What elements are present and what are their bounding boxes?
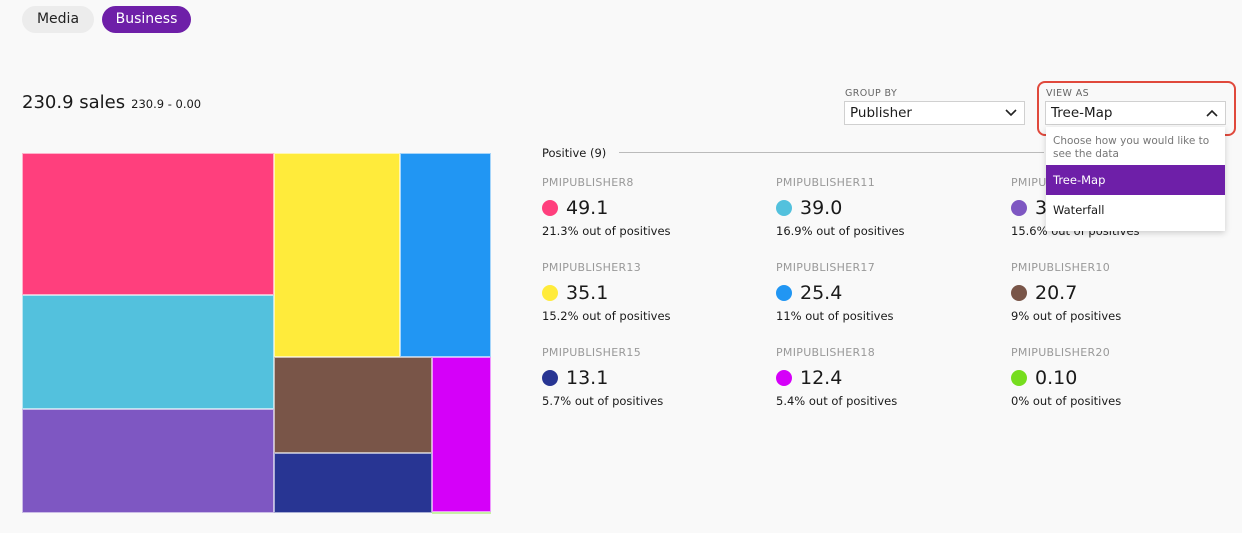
publisher-name: PMIPUBLISHER20: [1011, 346, 1111, 359]
section-divider: [619, 152, 1044, 153]
publisher-value-row: 3: [1011, 196, 1231, 220]
treemap-cell[interactable]: [432, 356, 491, 512]
publisher-item: PMIPUBLISHER10 20.7 9% out of positives: [1011, 261, 1231, 323]
publisher-item: PMIPUBLISHER20 0.10 0% out of positives: [1011, 346, 1231, 408]
sales-total: 230.9 sales: [22, 92, 126, 113]
publisher-value: 35.1: [566, 282, 609, 304]
publisher-value-row: 35.1: [542, 281, 762, 305]
color-dot: [1011, 370, 1027, 386]
publisher-value-row: 13.1: [542, 366, 762, 390]
publisher-share: 5.4% out of positives: [776, 394, 898, 408]
view-as-dropdown-menu: Choose how you would like to see the dat…: [1046, 127, 1225, 231]
option-tree-map[interactable]: Tree-Map: [1046, 165, 1225, 195]
color-dot: [542, 200, 558, 216]
publisher-value: 49.1: [566, 197, 609, 219]
treemap-chart: [22, 153, 491, 514]
group-by-value: Publisher: [850, 105, 912, 121]
option-waterfall[interactable]: Waterfall: [1053, 203, 1105, 217]
group-by-select[interactable]: Publisher: [844, 101, 1025, 125]
section-title: Positive (9): [542, 146, 607, 160]
publisher-share: 21.3% out of positives: [542, 224, 671, 238]
publisher-value: 39.0: [800, 197, 843, 219]
publisher-share: 9% out of positives: [1011, 309, 1122, 323]
publisher-share: 11% out of positives: [776, 309, 894, 323]
publisher-value: 0.10: [1035, 367, 1078, 389]
publisher-item: PMIPUBLISHER18 12.4 5.4% out of positives: [776, 346, 996, 408]
color-dot: [776, 370, 792, 386]
color-dot: [1011, 200, 1027, 216]
treemap-cell[interactable]: [22, 153, 275, 296]
color-dot: [776, 200, 792, 216]
chevron-down-icon: [1005, 109, 1017, 117]
publisher-value-row: 39.0: [776, 196, 996, 220]
publisher-value-row: 49.1: [542, 196, 762, 220]
color-dot: [1011, 285, 1027, 301]
treemap-cell[interactable]: [274, 452, 433, 513]
color-dot: [542, 370, 558, 386]
tab-business[interactable]: Business: [102, 6, 191, 33]
view-as-select[interactable]: Tree-Map: [1045, 101, 1226, 125]
group-by-label: GROUP BY: [845, 88, 898, 99]
treemap-cell[interactable]: [399, 153, 491, 357]
publisher-item: PMIPUBLISHER17 25.4 11% out of positives: [776, 261, 996, 323]
treemap-cell[interactable]: [22, 295, 275, 409]
publisher-name: PMIPUBLISHER15: [542, 346, 642, 359]
publisher-value-row: 12.4: [776, 366, 996, 390]
publisher-item: PMIPUBLISHER8 49.1 21.3% out of positives: [542, 176, 762, 238]
treemap-cell[interactable]: [22, 408, 275, 513]
publisher-value: 12.4: [800, 367, 843, 389]
publisher-share: 5.7% out of positives: [542, 394, 664, 408]
publisher-value-row: 25.4: [776, 281, 996, 305]
treemap-cell[interactable]: [274, 356, 433, 453]
publisher-value: 13.1: [566, 367, 609, 389]
view-as-value: Tree-Map: [1051, 105, 1113, 121]
publisher-name: PMIPUBLISHER18: [776, 346, 876, 359]
view-as-label: VIEW AS: [1046, 88, 1090, 99]
publisher-share: 15.2% out of positives: [542, 309, 671, 323]
publisher-item: PMIPUBLISHER13 35.1 15.2% out of positives: [542, 261, 762, 323]
publisher-name: PMIPUBLISHER11: [776, 176, 876, 189]
publisher-name: PMIPUBLISHER10: [1011, 261, 1111, 274]
publisher-name: PMIPUBLISHER17: [776, 261, 876, 274]
publisher-value: 20.7: [1035, 282, 1078, 304]
publisher-item: PMIPUBLISHER15 13.1 5.7% out of positives: [542, 346, 762, 408]
treemap-cell[interactable]: [274, 153, 400, 357]
publisher-name: PMIPUBLISHER8: [542, 176, 634, 189]
treemap-cell[interactable]: [432, 511, 491, 514]
publisher-share: 0% out of positives: [1011, 394, 1122, 408]
publisher-value: 25.4: [800, 282, 843, 304]
publisher-name: PMIPUBLISHER13: [542, 261, 642, 274]
color-dot: [776, 285, 792, 301]
chevron-up-icon: [1206, 109, 1218, 117]
color-dot: [542, 285, 558, 301]
publisher-share: 16.9% out of positives: [776, 224, 905, 238]
publisher-value-row: 20.7: [1011, 281, 1231, 305]
tab-media[interactable]: Media: [22, 6, 94, 33]
publisher-item: PMIPUBLISHER11 39.0 16.9% out of positives: [776, 176, 996, 238]
publisher-value: 3: [1035, 197, 1048, 219]
sales-range: 230.9 - 0.00: [131, 97, 202, 111]
sales-summary: 230.9 sales 230.9 - 0.00: [22, 92, 201, 113]
publisher-value-row: 0.10: [1011, 366, 1231, 390]
dropdown-hint: Choose how you would like to see the dat…: [1053, 135, 1210, 160]
